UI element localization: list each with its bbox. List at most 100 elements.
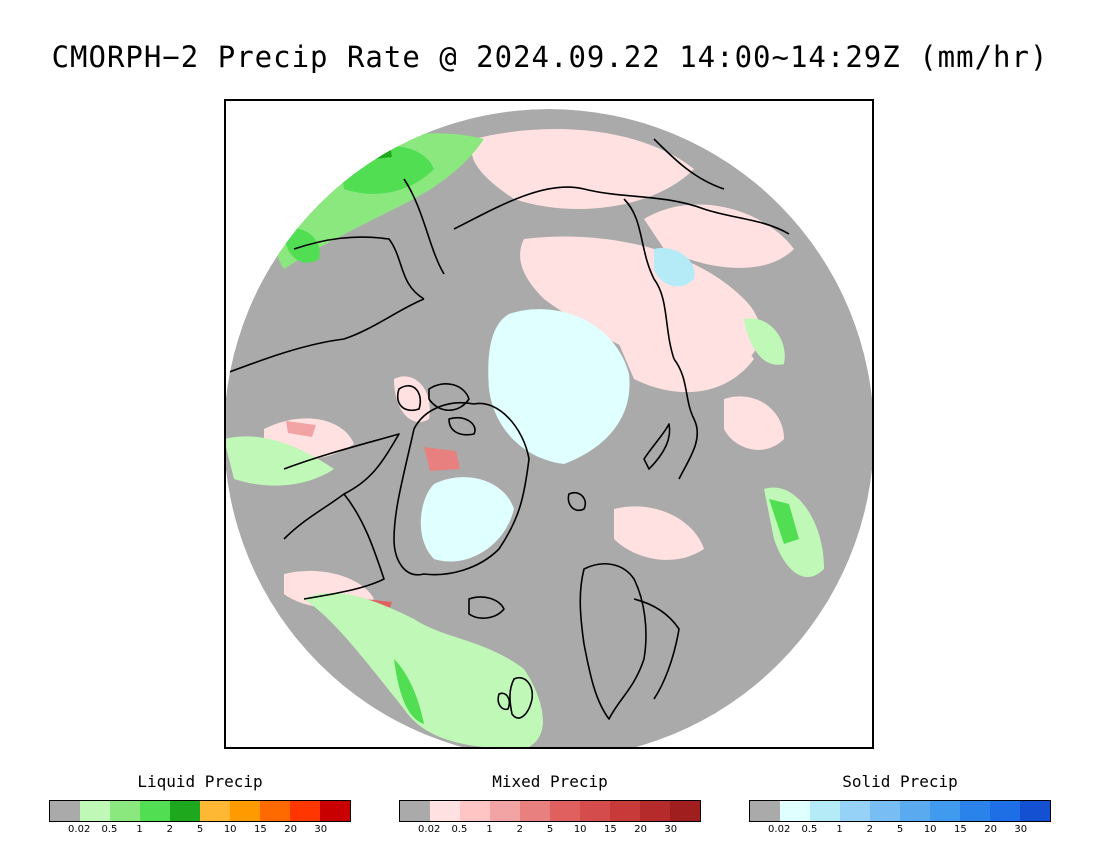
tick-label: 10 <box>223 824 237 835</box>
color-swatch <box>490 801 520 821</box>
solid-precip-greenland <box>420 477 514 562</box>
legend-title: Solid Precip <box>842 772 958 791</box>
tick-label: 0.5 <box>801 824 818 835</box>
color-swatch <box>810 801 840 821</box>
color-swatch <box>320 801 350 821</box>
tick-label: 5 <box>546 824 554 835</box>
russia-north-coastline <box>653 138 725 480</box>
north-america-coastline <box>226 298 425 600</box>
liquid-precip-siberia <box>744 318 785 365</box>
tick-label: 0.5 <box>101 824 118 835</box>
mixed-precip-patch <box>394 376 430 423</box>
tick-label: 1 <box>136 824 143 835</box>
color-swatch <box>610 801 640 821</box>
map-frame <box>224 99 874 749</box>
color-swatch <box>140 801 170 821</box>
tick-label: 2 <box>516 824 523 835</box>
color-swatch <box>110 801 140 821</box>
color-swatch <box>750 801 780 821</box>
liquid-precip-canada <box>226 436 334 486</box>
color-swatch <box>1020 801 1050 821</box>
novaya-zemlya-coastline <box>643 423 671 470</box>
color-swatch <box>870 801 900 821</box>
mixed-precip-heavy <box>286 421 316 437</box>
color-swatch <box>230 801 260 821</box>
siberia-coastline <box>453 186 790 360</box>
color-swatch <box>200 801 230 821</box>
color-swatch <box>80 801 110 821</box>
color-swatch <box>550 801 580 821</box>
tick-label: 1 <box>836 824 843 835</box>
tick-label: 10 <box>923 824 937 835</box>
tick-label: 0.02 <box>768 824 791 835</box>
liquid-precip-heavy <box>376 131 386 143</box>
tick-label: 20 <box>984 824 997 835</box>
mixed-precip-patch <box>604 306 754 393</box>
greenland-coastline <box>393 402 530 576</box>
tick-label: 30 <box>314 824 328 835</box>
color-swatch <box>50 801 80 821</box>
mixed-precip-patch <box>724 396 784 450</box>
legend-title: Mixed Precip <box>492 772 608 791</box>
color-swatch <box>400 801 430 821</box>
color-swatch <box>780 801 810 821</box>
mixed-precip-heavy <box>424 447 460 471</box>
tick-label: 15 <box>254 824 267 835</box>
british-isles-coastline <box>497 677 534 719</box>
liquid-precip-atlantic-core <box>394 659 424 724</box>
tick-label: 20 <box>634 824 647 835</box>
liquid-precip-pacific-core <box>284 228 320 263</box>
tick-label: 2 <box>166 824 173 835</box>
mixed-precip-patch <box>644 204 794 268</box>
solid-precip-patch <box>654 248 695 287</box>
tick-labels: 0.02 0.5 1 2 5 10 15 20 30 <box>49 824 351 838</box>
svalbard-coastline <box>567 491 587 512</box>
color-swatch <box>640 801 670 821</box>
tick-labels: 0.02 0.5 1 2 5 10 15 20 30 <box>749 824 1051 838</box>
tick-label: 0.02 <box>68 824 91 835</box>
baltic-coastline <box>633 598 680 700</box>
tick-label: 2 <box>866 824 873 835</box>
color-swatch <box>430 801 460 821</box>
mixed-precip-patch <box>614 506 704 560</box>
legend-solid-precip: Solid Precip 0.02 0.5 1 2 5 10 15 20 30 <box>749 772 1051 838</box>
color-swatch <box>580 801 610 821</box>
legend-title: Liquid Precip <box>137 772 263 791</box>
tick-label: 0.5 <box>451 824 468 835</box>
liquid-precip-europe-core <box>769 499 799 544</box>
tick-label: 20 <box>284 824 297 835</box>
liquid-precip-pacific-core <box>369 139 392 159</box>
tick-label: 5 <box>196 824 204 835</box>
color-swatch <box>840 801 870 821</box>
alaska-coastline <box>293 178 445 300</box>
iceland-coastline <box>468 596 505 619</box>
tick-label: 30 <box>664 824 678 835</box>
legend-liquid-precip: Liquid Precip 0.02 0.5 1 2 5 10 15 20 30 <box>49 772 351 838</box>
color-bar <box>399 800 701 822</box>
color-swatch <box>260 801 290 821</box>
liquid-precip-atlantic <box>304 592 543 747</box>
color-bar <box>749 800 1051 822</box>
color-swatch <box>170 801 200 821</box>
canadian-archipelago-coastline <box>397 383 476 436</box>
tick-label: 15 <box>954 824 967 835</box>
tick-label: 15 <box>604 824 617 835</box>
color-bar <box>49 800 351 822</box>
tick-labels: 0.02 0.5 1 2 5 10 15 20 30 <box>399 824 701 838</box>
color-swatch <box>520 801 550 821</box>
tick-label: 30 <box>1014 824 1028 835</box>
scandinavia-coastline <box>579 563 647 720</box>
mixed-precip-patch <box>471 129 694 209</box>
color-swatch <box>670 801 700 821</box>
color-swatch <box>990 801 1020 821</box>
color-swatch <box>460 801 490 821</box>
tick-label: 0.02 <box>418 824 441 835</box>
tick-label: 1 <box>486 824 493 835</box>
solid-precip-arctic <box>488 309 630 464</box>
color-swatch <box>900 801 930 821</box>
tick-label: 10 <box>573 824 587 835</box>
tick-label: 5 <box>896 824 904 835</box>
legend-mixed-precip: Mixed Precip 0.02 0.5 1 2 5 10 15 20 30 <box>399 772 701 838</box>
map-title: CMORPH−2 Precip Rate @ 2024.09.22 14:00~… <box>51 40 1049 74</box>
color-swatch <box>930 801 960 821</box>
